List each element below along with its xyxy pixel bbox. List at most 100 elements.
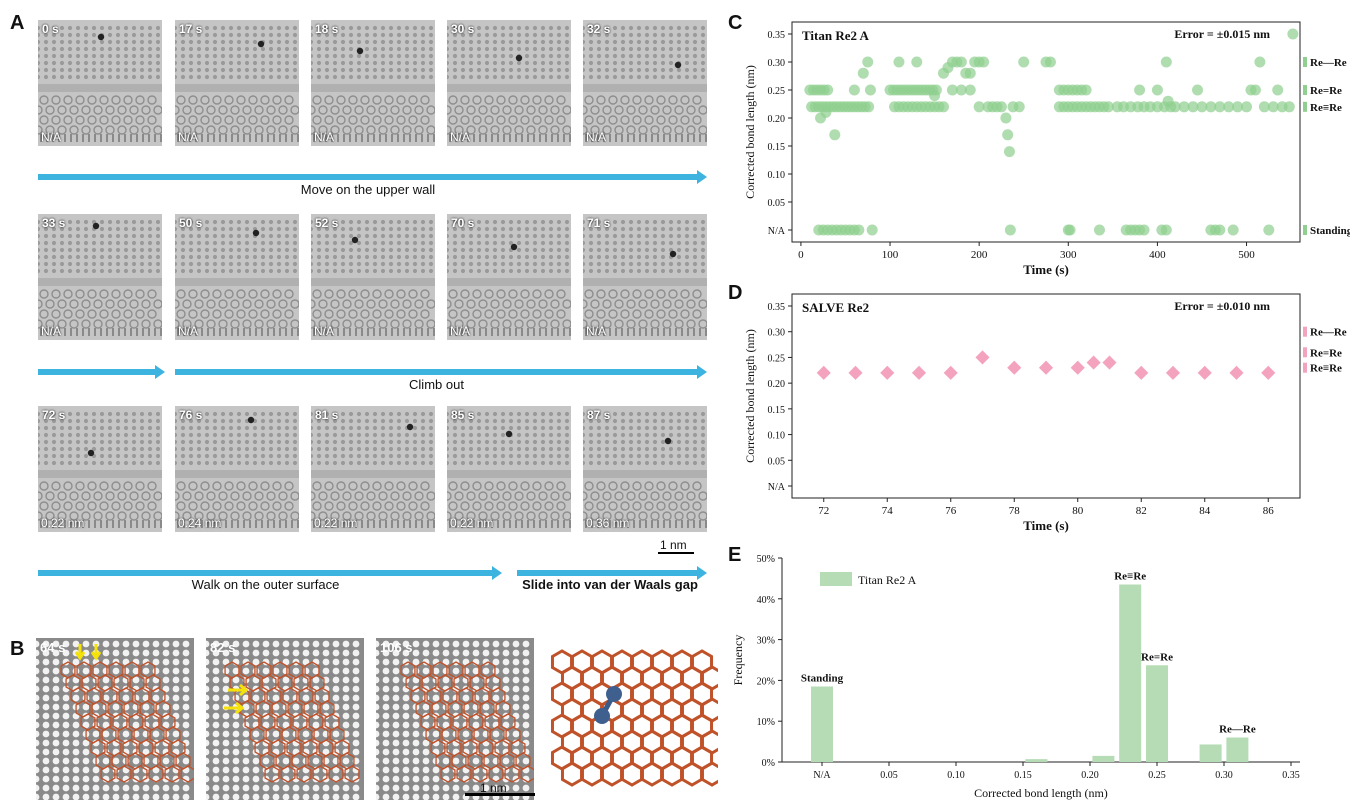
chart-d-salve: N/A 0.05 0.10 0.15 0.20 0.25 0.30 0.35 72 74 76 78 8… <box>743 293 1347 533</box>
scale-bar-a <box>658 552 694 554</box>
data-point <box>857 67 869 79</box>
chart-title: SALVE Re2 <box>802 300 869 315</box>
data-point <box>1254 56 1266 68</box>
error-annotation: Error = ±0.010 nm <box>1174 299 1270 313</box>
micrograph-frame: 30 s N/A <box>447 20 571 146</box>
frame-time: 70 s <box>451 216 475 230</box>
x-tick-label: 100 <box>882 249 899 261</box>
data-point <box>1169 101 1181 113</box>
frame-time: 76 s <box>179 408 203 422</box>
data-point <box>1197 365 1212 380</box>
micrograph-frame: 50 s N/A <box>175 214 299 340</box>
data-point <box>864 84 876 96</box>
x-tick-label: 300 <box>1060 249 1077 261</box>
plot-frame <box>791 21 1301 243</box>
data-point <box>1283 101 1295 113</box>
micrograph-frame: 32 s N/A <box>583 20 707 146</box>
panel-label-e: E <box>728 544 742 566</box>
frame-time: 30 s <box>451 22 475 36</box>
data-point <box>1165 365 1181 380</box>
frame-time: 87 s <box>587 408 611 422</box>
x-tick-label: 0.10 <box>947 770 965 781</box>
label-move-upper-wall: Move on the upper wall <box>300 182 436 197</box>
plot-frame <box>791 293 1301 499</box>
data-point <box>1000 112 1012 124</box>
yellow-arrow-icon <box>74 644 86 661</box>
chart-e-histogram: 0% 10% 20% 30% 40% 50% N/A 0.05 0.10 0.15 0.20 0.25… <box>731 554 1300 800</box>
y-tick-label: 0.10 <box>768 170 786 181</box>
data-point <box>829 129 841 141</box>
histogram-bar <box>1119 584 1142 762</box>
data-point <box>1287 28 1299 40</box>
data-point <box>893 56 905 68</box>
y-tick-label: 0.20 <box>768 114 786 125</box>
data-point <box>1267 101 1279 113</box>
data-point <box>1080 84 1092 96</box>
micrograph-frame: 81 s 0.22 nm <box>311 406 435 532</box>
data-point <box>911 56 923 68</box>
micrograph-frame: 87 s 0.36 nm <box>583 406 707 532</box>
data-point <box>964 84 976 96</box>
data-point <box>1134 365 1149 380</box>
frame-time: 71 s <box>587 216 611 230</box>
data-point <box>975 350 990 365</box>
micrograph-frame: 85 s 0.22 nm <box>447 406 571 532</box>
chart-title: Titan Re2 A <box>802 28 870 43</box>
frame-bond-length: N/A <box>314 324 335 338</box>
data-point <box>1018 56 1030 68</box>
x-tick-label: 400 <box>1149 249 1166 261</box>
data-point <box>1223 101 1235 113</box>
micrograph-frame: 70 s N/A <box>447 214 571 340</box>
right-level-label: Re≡Re <box>1310 363 1342 375</box>
frame-time: 72 s <box>42 408 66 422</box>
data-point <box>995 101 1007 113</box>
error-annotation: Error = ±0.015 nm <box>1174 27 1270 41</box>
yellow-arrow-icon <box>228 683 249 697</box>
chart-c-titan: N/A 0.05 0.10 0.15 0.20 0.25 0.30 0.35 0 100 200 30… <box>743 21 1350 277</box>
frame-time: 50 s <box>179 216 203 230</box>
right-level-label: Re≡Re <box>1310 102 1342 114</box>
right-level-marker <box>1303 362 1307 373</box>
data-point <box>973 101 985 113</box>
y-tick-label: 30% <box>757 636 775 647</box>
label-climb-out: Climb out <box>409 377 464 392</box>
frame-time: 0 s <box>42 22 59 36</box>
x-axis-label: Time (s) <box>1023 518 1069 533</box>
frame-bond-length: 0.22 nm <box>41 516 85 530</box>
frame-time: 64 s <box>40 640 66 655</box>
y-tick-label: 0.25 <box>768 353 786 364</box>
data-point <box>862 56 874 68</box>
yellow-arrow-icon <box>90 644 102 661</box>
x-tick-label: 80 <box>1072 505 1084 517</box>
panel-label-c: C <box>728 12 743 34</box>
panel-label-d: D <box>728 282 743 304</box>
frame-time: 52 s <box>315 216 339 230</box>
y-tick-label: 0.15 <box>768 142 786 153</box>
hrtem-frame: 82 s <box>206 638 364 800</box>
data-point <box>1258 101 1270 113</box>
data-point <box>946 84 958 96</box>
frame-time: 106 s <box>380 640 413 655</box>
data-point <box>1232 101 1244 113</box>
histogram-bar <box>1146 665 1168 762</box>
right-level-label: Re—Re <box>1310 57 1347 69</box>
data-point <box>816 365 831 380</box>
data-point <box>853 224 865 236</box>
histogram-bar <box>1226 737 1249 762</box>
data-point <box>1004 224 1016 236</box>
data-point <box>1263 224 1275 236</box>
right-level-label: Re—Re <box>1310 327 1347 339</box>
data-point <box>1160 224 1172 236</box>
data-point <box>1086 355 1101 370</box>
data-point <box>1002 129 1014 141</box>
data-point <box>1013 101 1025 113</box>
data-point <box>1241 101 1253 113</box>
frame-time: 32 s <box>587 22 611 36</box>
legend-label: Titan Re2 A <box>858 573 917 587</box>
frame-bond-length: N/A <box>586 130 607 144</box>
hrtem-frame: 106 s <box>376 638 534 800</box>
arrow-row3a <box>38 566 502 580</box>
frame-bond-length: N/A <box>314 130 335 144</box>
frame-bond-length: N/A <box>41 130 62 144</box>
y-tick-label: 50% <box>757 554 775 565</box>
